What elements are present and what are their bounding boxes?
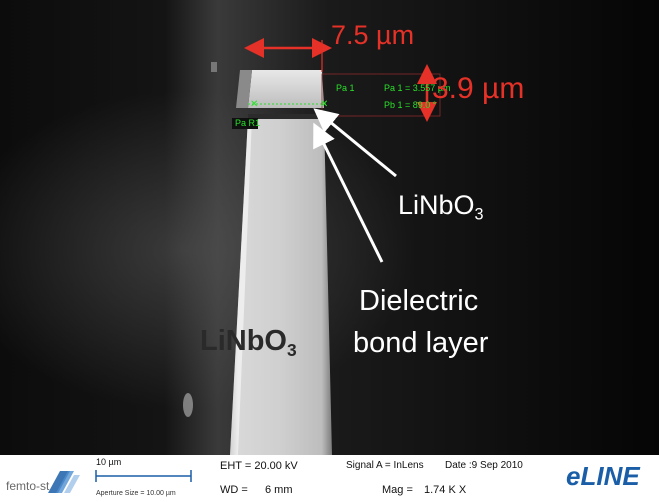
pillar-body (230, 118, 332, 455)
pb1-value: Pb 1 = 89.0 ° (384, 100, 437, 110)
femto-st-logo: femto-st (4, 469, 82, 497)
scale-bar-label: 10 µm (96, 457, 122, 467)
mag-value: 1.74 K X (424, 484, 467, 496)
signal-value: Signal A = InLens (346, 460, 424, 471)
bond-label-line1: Dielectric (359, 285, 479, 317)
date-value: Date :9 Sep 2010 (445, 460, 523, 471)
sem-info-bar: femto-st 10 µm Aperture Size = 10.00 µm … (0, 455, 659, 502)
eline-logo: eLINE (566, 461, 640, 491)
pa1-label: Pa 1 (336, 83, 355, 93)
width-measurement: 7.5 µm (331, 20, 415, 50)
par1-label: Pa R1 (235, 118, 261, 128)
eht-value: EHT = 20.00 kV (220, 460, 298, 472)
substrate-label: LiNbO3 (200, 325, 297, 361)
wd-value: 6 mm (265, 484, 293, 496)
aperture-size: Aperture Size = 10.00 µm (96, 490, 176, 497)
bond-label-line2: bond layer (353, 327, 489, 359)
top-layer (248, 70, 324, 108)
wd-label: WD = (220, 484, 248, 496)
svg-text:✕: ✕ (320, 99, 328, 110)
sem-micrograph: ✕ ✕ (0, 0, 659, 455)
top-layer-label: LiNbO3 (398, 190, 484, 224)
svg-text:✕: ✕ (250, 99, 258, 110)
bond-line (248, 114, 324, 119)
height-measurement: 3.9 µm (432, 72, 525, 105)
scale-bar (95, 470, 192, 482)
femto-st-text: femto-st (6, 479, 50, 493)
pa1-value: Pa 1 = 3.557 µm (384, 83, 451, 93)
mag-label: Mag = (382, 484, 413, 496)
